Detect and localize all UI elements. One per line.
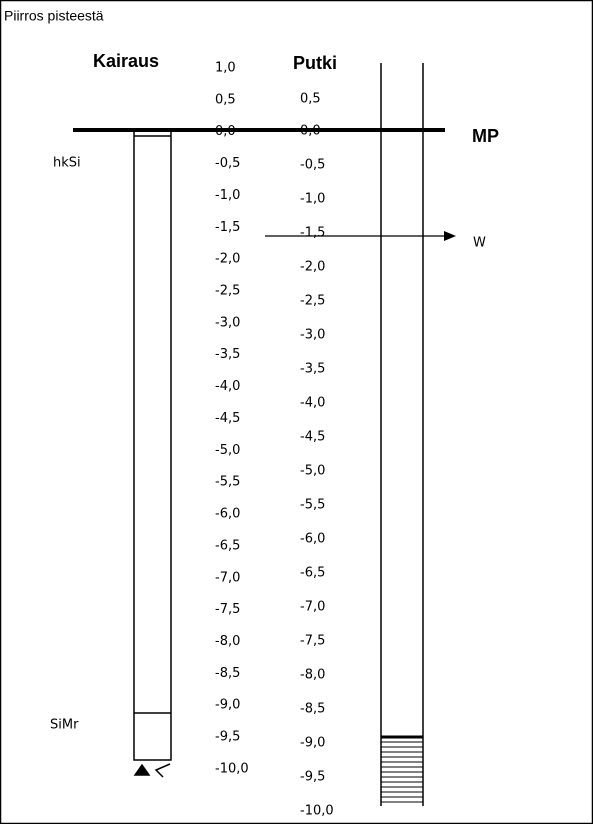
putki-scale-label: -6,5 (300, 566, 325, 581)
kairaus-scale-label: -3,0 (215, 315, 240, 330)
kairaus-scale-label: -1,0 (215, 188, 240, 203)
putki-scale-label: -7,0 (300, 600, 325, 615)
putki-scale-label: -7,5 (300, 634, 325, 649)
kairaus-scale-label: -8,0 (215, 634, 240, 649)
putki-label: Putki (293, 53, 337, 73)
kairaus-scale-label: -2,5 (215, 284, 240, 299)
putki-scale-label: -9,5 (300, 770, 325, 785)
putki-scale-label: -1,5 (300, 226, 325, 241)
putki-pipe (380, 63, 424, 806)
kairaus-scale-label: -0,5 (215, 156, 240, 171)
layer-label: hkSi (53, 156, 81, 171)
kairaus-scale-label: 0,0 (215, 124, 236, 139)
putki-scale-label: -9,0 (300, 736, 325, 751)
putki-scale-label: -8,0 (300, 668, 325, 683)
kairaus-scale-label: -4,0 (215, 379, 240, 394)
putki-scale-label: 0,0 (300, 124, 321, 139)
kairaus-scale-label: -1,5 (215, 220, 240, 235)
putki-scale-label: 0,5 (300, 92, 321, 107)
kairaus-scale-label: -6,0 (215, 507, 240, 522)
kairaus-scale-label: -7,0 (215, 570, 240, 585)
putki-scale-label: -5,0 (300, 464, 325, 479)
putki-scale-label: -2,0 (300, 260, 325, 275)
putki-scale-label: -5,5 (300, 498, 325, 513)
title: Piirros pisteestä (4, 8, 104, 24)
kairaus-scale-label: -6,5 (215, 538, 240, 553)
water-label: W (473, 236, 486, 251)
kairaus-label: Kairaus (93, 51, 159, 71)
kairaus-scale-label: -7,5 (215, 602, 240, 617)
kairaus-scale-label: -4,5 (215, 411, 240, 426)
kairaus-scale-label: -5,0 (215, 443, 240, 458)
layer-label: SiMr (50, 718, 79, 733)
kairaus-scale-label: -8,5 (215, 666, 240, 681)
arrow-head (444, 231, 456, 241)
kairaus-scale-label: -2,0 (215, 252, 240, 267)
putki-scale-label: -4,5 (300, 430, 325, 445)
kairaus-scale-label: -10,0 (215, 761, 249, 776)
putki-scale-label: -0,5 (300, 158, 325, 173)
putki-scale-label: -4,0 (300, 396, 325, 411)
kairaus-scale-label: -9,5 (215, 730, 240, 745)
kairaus-scale-label: -5,5 (215, 475, 240, 490)
putki-scale-label: -3,5 (300, 362, 325, 377)
kairaus-scale-label: -3,5 (215, 347, 240, 362)
kairaus-scale-label: 1,0 (215, 61, 236, 76)
mp-label: MP (472, 126, 499, 146)
screen-hatch (381, 741, 423, 803)
kairaus-scale-label: -9,0 (215, 698, 240, 713)
putki-scale-label: -2,5 (300, 294, 325, 309)
putki-scale-label: -8,5 (300, 702, 325, 717)
putki-scale-label: -3,0 (300, 328, 325, 343)
kairaus-scale-label: 0,5 (215, 92, 236, 107)
putki-scale-label: -10,0 (300, 804, 334, 819)
putki-scale-label: -6,0 (300, 532, 325, 547)
putki-scale-label: -1,0 (300, 192, 325, 207)
